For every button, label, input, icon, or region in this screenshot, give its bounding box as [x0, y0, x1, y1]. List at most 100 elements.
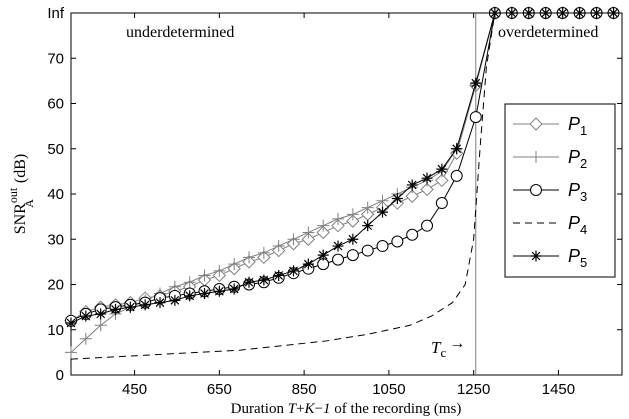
data-point	[94, 319, 107, 332]
data-point	[272, 240, 285, 253]
data-point	[506, 7, 518, 19]
data-point	[154, 297, 166, 309]
xlabel-plus: +	[296, 401, 304, 417]
data-point	[376, 194, 389, 207]
data-point	[139, 299, 151, 311]
data-point	[377, 206, 389, 218]
ylabel-unit: (dB)	[12, 154, 29, 187]
data-point	[530, 151, 542, 163]
data-point	[199, 288, 211, 300]
data-point	[243, 276, 255, 288]
data-point	[540, 7, 552, 19]
tc-main: T	[431, 338, 442, 357]
data-point	[362, 220, 374, 232]
x-tick-label: 1050	[372, 381, 405, 398]
data-point	[530, 250, 542, 262]
data-point	[376, 240, 389, 253]
data-point	[332, 253, 345, 266]
data-point	[523, 7, 535, 19]
data-point	[529, 117, 543, 131]
ylabel-sup: out	[6, 187, 20, 203]
data-point	[302, 258, 314, 270]
data-point	[435, 173, 449, 188]
data-point	[346, 249, 359, 262]
data-point	[258, 274, 270, 286]
data-point	[347, 233, 359, 245]
legend-item: P3	[513, 180, 587, 204]
data-point	[302, 226, 315, 239]
ylabel-sub: A	[22, 199, 36, 208]
series-P4	[70, 12, 496, 360]
legend-label: P1	[568, 114, 587, 138]
data-point	[450, 169, 463, 182]
x-tick-label: 650	[207, 381, 232, 398]
data-point	[243, 251, 256, 264]
data-point	[435, 197, 448, 210]
series-layer	[64, 6, 621, 360]
data-point	[257, 246, 270, 259]
data-point	[183, 276, 196, 289]
data-point	[213, 285, 225, 297]
legend-items: P1 P2 P3 P4 P5	[513, 114, 587, 270]
data-point	[79, 332, 92, 345]
data-point	[288, 265, 300, 277]
y-tick-label: 10	[47, 322, 64, 339]
y-tick-label: 40	[47, 186, 64, 203]
x-tick-label: 1450	[542, 381, 575, 398]
data-point	[110, 303, 122, 315]
data-point	[420, 182, 434, 197]
data-point	[489, 7, 501, 19]
ylabel-base: SNR	[12, 203, 29, 234]
data-point	[346, 214, 360, 228]
y-tick-label: Inf	[47, 5, 65, 22]
data-point	[80, 310, 92, 322]
data-point	[287, 233, 300, 246]
legend: P1 P2 P3 P4 P5	[504, 103, 616, 278]
legend-item: P1	[513, 114, 587, 138]
data-point	[228, 283, 240, 295]
legend-item: P5	[513, 246, 587, 270]
y-tick-label: 70	[47, 50, 64, 67]
xlabel-var2: K	[304, 401, 316, 417]
data-point	[391, 193, 403, 205]
xlabel-prefix: Duration	[231, 401, 288, 417]
data-point	[574, 7, 586, 19]
legend-label: P4	[568, 213, 587, 237]
data-point	[470, 77, 482, 89]
data-point	[451, 143, 463, 155]
data-point	[530, 184, 542, 196]
data-point	[332, 212, 345, 225]
data-point	[331, 218, 345, 233]
data-point	[391, 235, 404, 248]
y-tick-label: 30	[47, 231, 64, 248]
data-point	[557, 7, 569, 19]
series-line	[70, 12, 496, 360]
x-tick-labels: 450 650 850 1050 1250 1450	[122, 381, 575, 398]
legend-item: P4	[513, 213, 587, 237]
y-tick-label: 0	[56, 367, 64, 384]
data-point	[273, 269, 285, 281]
legend-label: P5	[568, 246, 587, 270]
xlabel-var3: 1	[323, 401, 331, 417]
data-point	[184, 290, 196, 302]
data-point	[436, 163, 448, 175]
data-point	[591, 7, 603, 19]
xlabel-suffix: of the recording (ms)	[331, 401, 462, 417]
underdetermined-label: underdetermined	[126, 24, 234, 41]
data-point	[228, 258, 241, 271]
data-point	[346, 208, 359, 221]
data-point	[608, 7, 620, 19]
data-point	[469, 111, 482, 124]
data-point	[421, 172, 433, 184]
data-point	[406, 179, 418, 191]
data-point	[317, 219, 330, 232]
data-point	[169, 294, 181, 306]
data-point	[213, 264, 226, 277]
data-point	[124, 301, 136, 313]
data-point	[65, 346, 77, 359]
legend-item: P2	[513, 147, 587, 171]
data-point	[361, 201, 374, 214]
tc-sub: c	[440, 345, 446, 360]
y-tick-labels: 0 10 20 30 40 50 60 70 Inf	[47, 5, 65, 384]
